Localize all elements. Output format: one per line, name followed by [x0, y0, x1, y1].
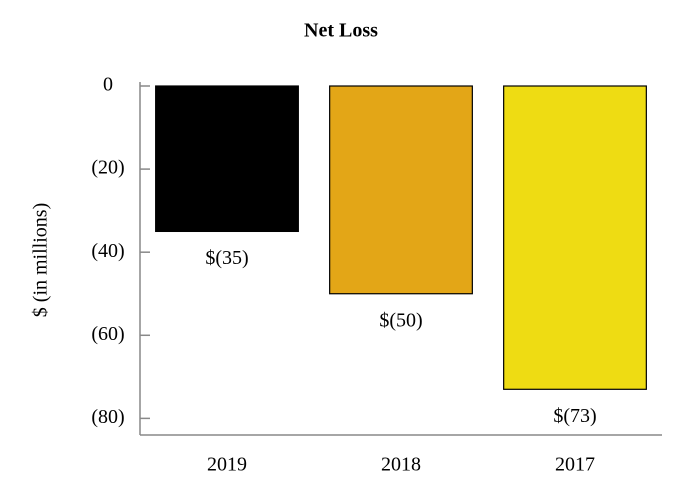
bar [329, 85, 473, 295]
x-tick-label: 2019 [207, 454, 247, 476]
x-tick-label: 2018 [381, 454, 421, 476]
value-label: $(73) [553, 405, 596, 427]
value-label: $(35) [205, 247, 248, 269]
y-tick-label: (60) [91, 323, 124, 345]
y-axis-label: $ (in millions) [30, 203, 52, 317]
bar [503, 85, 647, 390]
chart-title: Net Loss [304, 20, 378, 42]
x-tick-label: 2017 [555, 454, 595, 476]
value-label: $(50) [379, 309, 422, 331]
y-tick-label: (40) [91, 240, 124, 262]
y-tick-label: (80) [91, 406, 124, 428]
y-tick-label: (20) [91, 157, 124, 179]
y-tick-label: 0 [103, 74, 113, 96]
bar [155, 85, 299, 233]
